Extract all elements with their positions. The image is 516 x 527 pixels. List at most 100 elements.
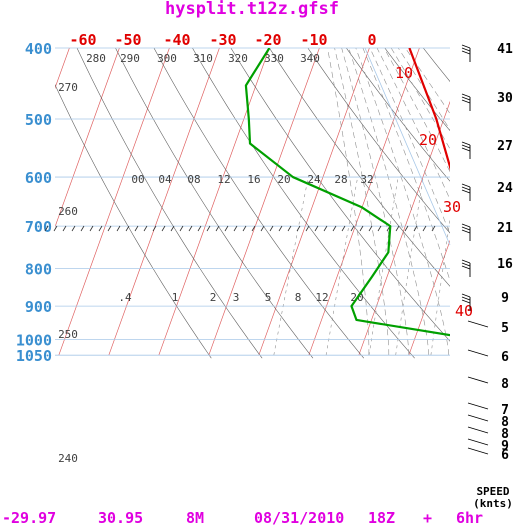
wind-barb [467, 426, 489, 434]
hash-mark [323, 225, 328, 232]
dry-adiabat-line [269, 48, 450, 287]
isotherm-line [55, 48, 120, 228]
isotherm-line [258, 48, 370, 356]
temperature-tick-label: 30 [443, 198, 461, 216]
wind-barb [467, 376, 489, 384]
theta-e-label: 08 [187, 173, 200, 186]
isobars [55, 47, 451, 356]
theta-e-label: 24 [307, 173, 321, 186]
wind-barb-flag [461, 99, 471, 104]
theta-label: 340 [300, 52, 320, 65]
dry-adiabat-line [230, 48, 450, 342]
footer-plus: + [423, 509, 432, 527]
temperature-tick-label: -40 [163, 31, 190, 49]
height-label: 8 [501, 415, 509, 430]
theta-e-label: 12 [217, 173, 230, 186]
wind-barb-flag [461, 299, 471, 304]
pressure-tick-label: 600 [25, 169, 52, 187]
theta-label: 290 [120, 52, 140, 65]
pressure-tick-label: 500 [25, 111, 52, 129]
hash-mark [170, 225, 175, 232]
sounding-profiles [244, 48, 450, 337]
dry-adiabat-line [55, 83, 212, 359]
footer-height: 8M [186, 509, 204, 527]
hash-mark [116, 225, 121, 232]
wind-barb [467, 402, 489, 410]
temperature-tick-label: -50 [114, 31, 141, 49]
wind-barb-flag [461, 144, 471, 149]
isotherm-line [208, 48, 320, 356]
hash-mark [89, 225, 94, 232]
temperature-tick-label: -60 [69, 31, 96, 49]
hash-mark [152, 225, 157, 232]
pressure-tick-label: 400 [25, 40, 52, 58]
hash-mark [359, 225, 364, 232]
hash-mark [314, 225, 319, 232]
pressure-tick-label: 1000 [16, 332, 52, 350]
plot-boundary [364, 47, 451, 246]
theta-label: 240 [58, 452, 78, 465]
footer-lon: 30.95 [98, 509, 143, 527]
height-label: 30 [497, 91, 513, 106]
hash-mark [260, 225, 265, 232]
temperature-tick-label: 0 [367, 31, 376, 49]
hash-mark [80, 225, 85, 232]
hash-mark [206, 225, 211, 232]
mixing-ratio-label: 1 [172, 291, 179, 304]
theta-label: 310 [193, 52, 213, 65]
hash-mark [350, 225, 355, 232]
hash-mark [242, 225, 247, 232]
temperature-tick-label: 20 [419, 131, 437, 149]
mixing-ratio-label: 12 [315, 291, 328, 304]
dry-adiabat-line [115, 48, 314, 359]
theta-label: 300 [157, 52, 177, 65]
mixing-ratio-line [395, 177, 424, 356]
dewpoint-profile-line [244, 48, 450, 337]
hash-mark [62, 225, 67, 232]
hash-mark [278, 225, 283, 232]
temperature-profile-line [408, 48, 450, 171]
height-label: 9 [501, 439, 509, 454]
wind-barb-flag [461, 50, 471, 55]
wind-barb-flag [461, 293, 471, 298]
moist-adiabat-line [334, 48, 390, 356]
wind-barb [467, 320, 489, 328]
isotherm-line [408, 239, 450, 356]
theta-e-label: 16 [247, 173, 260, 186]
dry-adiabat-line [192, 48, 415, 359]
hash-mark [431, 225, 436, 232]
height-label: 6 [501, 448, 509, 463]
hash-mark [377, 225, 382, 232]
wind-barb [467, 447, 489, 455]
height-label: 41 [497, 42, 513, 57]
wind-barb-flag [461, 186, 471, 191]
pressure-tick-label: 900 [25, 298, 52, 316]
dry-adiabat-line [307, 48, 450, 234]
mixing-ratio-label: 3 [233, 291, 240, 304]
dry-adiabat-line [76, 48, 263, 359]
wind-barb-flag [461, 265, 471, 270]
hash-mark [233, 225, 238, 232]
height-label: 9 [501, 291, 509, 306]
wind-barb-flag [461, 141, 471, 146]
theta-label: 260 [58, 205, 78, 218]
hash-mark [332, 225, 337, 232]
wind-barb-flag [461, 223, 471, 228]
height-label: 6 [501, 350, 509, 365]
diagram-grid [55, 48, 450, 359]
height-label: 16 [497, 257, 513, 272]
footer-cycle: 18Z [368, 509, 395, 527]
hash-mark [161, 225, 166, 232]
moist-adiabat-line [397, 48, 450, 131]
hash-mark [224, 225, 229, 232]
temperature-tick-label: 40 [455, 302, 473, 320]
hash-mark [71, 225, 76, 232]
temperature-tick-label: -30 [209, 31, 236, 49]
height-label: 7 [501, 403, 509, 418]
wind-barb-flag [461, 259, 471, 264]
speed-label: SPEED [476, 485, 509, 498]
hash-mark [269, 225, 274, 232]
